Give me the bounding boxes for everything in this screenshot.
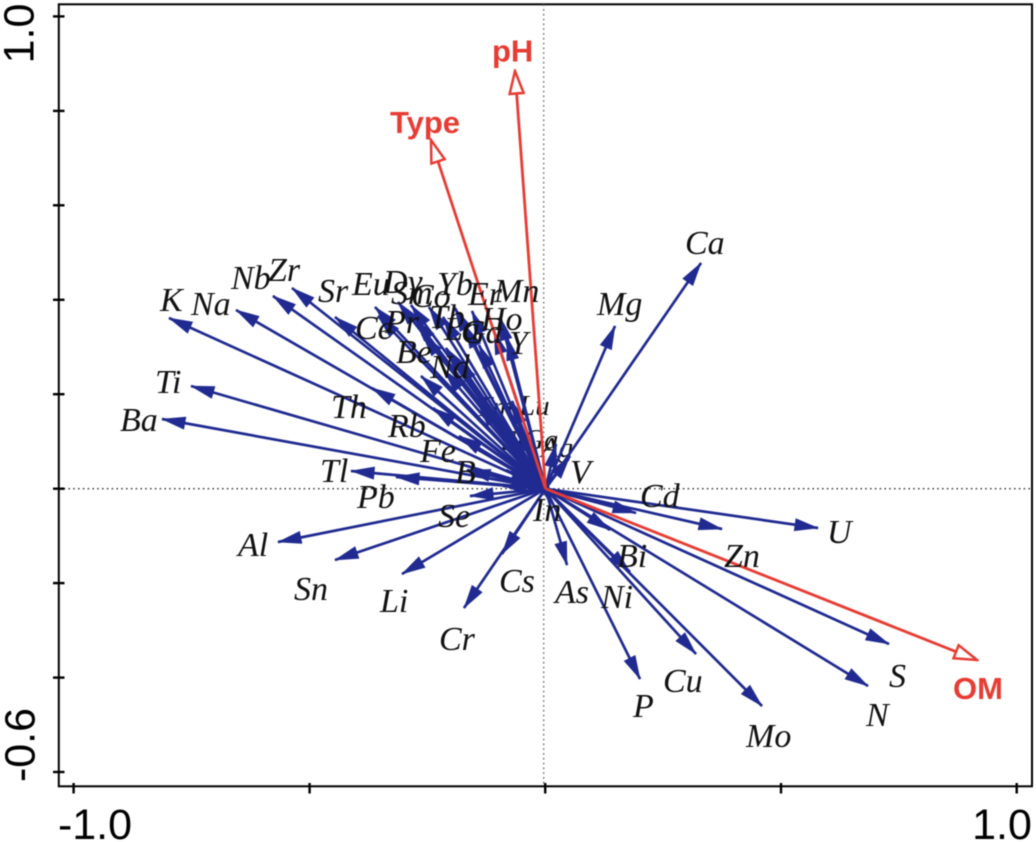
svg-text:As: As: [553, 574, 589, 611]
svg-text:Fe: Fe: [419, 433, 456, 470]
svg-text:K: K: [159, 282, 185, 319]
svg-text:Yb: Yb: [437, 266, 473, 303]
svg-text:Cd: Cd: [640, 478, 681, 515]
svg-text:Rb: Rb: [387, 408, 426, 445]
svg-text:Cr: Cr: [439, 621, 476, 658]
svg-text:In: In: [532, 492, 561, 529]
svg-text:-1.0: -1.0: [58, 801, 132, 842]
svg-text:Tb: Tb: [429, 299, 465, 336]
svg-text:Mg: Mg: [596, 286, 642, 323]
svg-text:Mo: Mo: [745, 718, 791, 755]
svg-text:Sn: Sn: [294, 571, 328, 608]
svg-text:Mn: Mn: [493, 273, 539, 310]
svg-text:Th: Th: [331, 389, 367, 426]
svg-text:1.0: 1.0: [0, 4, 44, 64]
svg-text:Ca: Ca: [685, 225, 725, 262]
svg-text:B: B: [455, 454, 476, 491]
svg-text:Ni: Ni: [600, 579, 633, 616]
svg-text:La: La: [443, 311, 480, 348]
svg-text:Nd: Nd: [429, 349, 471, 386]
svg-text:Pr: Pr: [384, 304, 420, 341]
svg-text:Bi: Bi: [617, 538, 647, 575]
svg-text:P: P: [632, 688, 654, 725]
svg-text:Co: Co: [411, 278, 451, 315]
svg-text:Eu: Eu: [351, 266, 390, 303]
svg-text:Sm: Sm: [391, 275, 433, 312]
svg-text:-0.6: -0.6: [0, 708, 45, 782]
svg-text:Zr: Zr: [268, 252, 301, 289]
svg-text:Nb: Nb: [230, 260, 271, 297]
svg-text:Ba: Ba: [120, 402, 158, 439]
svg-text:Y: Y: [509, 325, 531, 362]
svg-text:Pb: Pb: [356, 479, 395, 516]
svg-text:Al: Al: [236, 527, 268, 564]
svg-text:Cs: Cs: [499, 563, 535, 600]
svg-text:Se: Se: [438, 498, 470, 535]
svg-text:S: S: [889, 658, 906, 695]
svg-text:Ti: Ti: [155, 364, 181, 401]
svg-text:OM: OM: [953, 671, 1003, 706]
svg-text:Ce: Ce: [355, 310, 393, 347]
svg-text:Sr: Sr: [318, 273, 349, 310]
svg-text:N: N: [865, 697, 891, 734]
svg-text:Tl: Tl: [320, 453, 348, 490]
svg-text:pH: pH: [492, 34, 533, 69]
svg-text:Na: Na: [190, 286, 231, 323]
svg-text:Zn: Zn: [724, 538, 760, 575]
svg-text:U: U: [827, 514, 854, 551]
svg-text:1.0: 1.0: [972, 801, 1032, 842]
svg-text:Dy: Dy: [382, 264, 424, 301]
svg-text:Ho: Ho: [480, 301, 523, 338]
svg-text:Er: Er: [467, 276, 503, 313]
svg-text:Gd: Gd: [461, 314, 504, 351]
svg-text:Li: Li: [379, 583, 408, 620]
svg-text:Cu: Cu: [663, 663, 703, 700]
svg-text:Type: Type: [390, 105, 460, 140]
svg-text:Be: Be: [396, 334, 432, 371]
